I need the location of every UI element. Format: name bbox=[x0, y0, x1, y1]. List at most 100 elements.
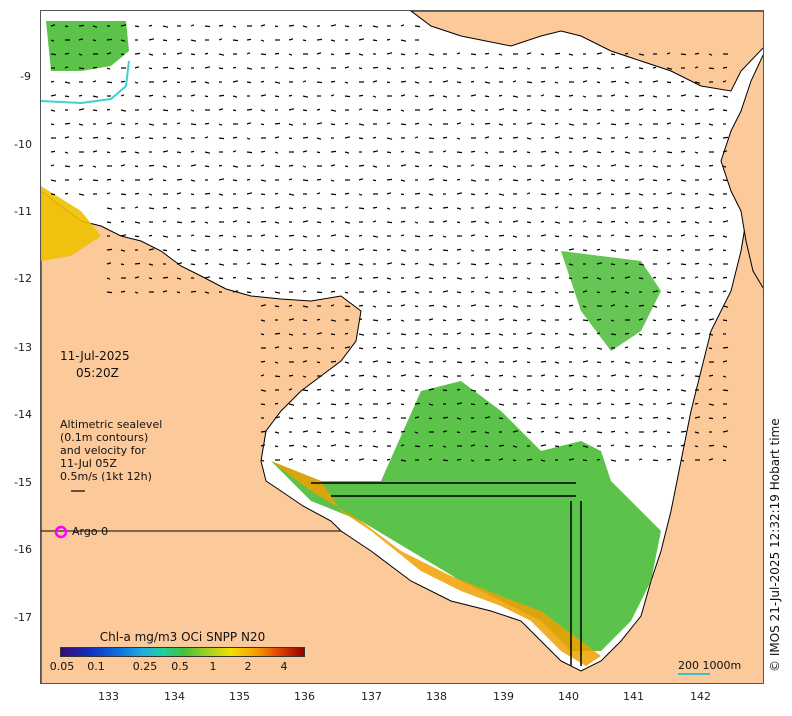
velocity-arrow bbox=[358, 374, 365, 377]
velocity-arrow bbox=[428, 458, 433, 461]
velocity-arrow bbox=[666, 318, 673, 321]
velocity-arrow bbox=[652, 305, 658, 308]
velocity-arrow bbox=[372, 109, 379, 112]
velocity-arrow bbox=[666, 458, 672, 461]
velocity-arrow bbox=[582, 290, 588, 293]
velocity-arrow bbox=[106, 151, 111, 154]
velocity-arrow bbox=[120, 80, 126, 83]
velocity-arrow bbox=[232, 66, 237, 69]
velocity-arrow bbox=[64, 151, 69, 154]
velocity-arrow bbox=[344, 66, 350, 69]
velocity-arrow bbox=[106, 81, 113, 84]
velocity-arrow bbox=[470, 179, 477, 182]
velocity-arrow bbox=[78, 178, 83, 181]
velocity-arrow bbox=[190, 220, 196, 223]
velocity-arrow bbox=[554, 375, 559, 378]
velocity-arrow bbox=[386, 192, 392, 195]
map-frame[interactable] bbox=[40, 10, 764, 684]
velocity-arrow bbox=[358, 263, 364, 266]
map-canvas[interactable] bbox=[41, 11, 764, 684]
velocity-arrow bbox=[582, 66, 589, 69]
colorbar-tick: 4 bbox=[280, 660, 288, 673]
velocity-arrow bbox=[638, 123, 643, 126]
velocity-arrow bbox=[554, 262, 561, 265]
velocity-arrow bbox=[512, 375, 517, 378]
velocity-arrow bbox=[78, 108, 85, 111]
velocity-arrow bbox=[358, 388, 364, 391]
velocity-arrow bbox=[176, 207, 181, 210]
velocity-arrow bbox=[372, 235, 379, 238]
velocity-arrow bbox=[624, 165, 630, 168]
velocity-arrow bbox=[260, 389, 267, 392]
velocity-arrow bbox=[302, 80, 307, 83]
velocity-arrow bbox=[386, 52, 393, 55]
velocity-arrow bbox=[582, 95, 587, 98]
velocity-arrow bbox=[302, 25, 308, 28]
velocity-arrow bbox=[106, 67, 111, 70]
velocity-arrow bbox=[442, 179, 448, 182]
velocity-arrow bbox=[120, 24, 127, 27]
velocity-arrow bbox=[288, 417, 294, 420]
velocity-arrow bbox=[134, 235, 140, 238]
velocity-arrow bbox=[302, 165, 307, 168]
velocity-arrow bbox=[470, 403, 476, 406]
velocity-arrow bbox=[582, 346, 587, 349]
velocity-arrow bbox=[134, 66, 140, 69]
velocity-arrow bbox=[610, 403, 615, 406]
velocity-arrow bbox=[344, 291, 349, 294]
velocity-arrow bbox=[666, 52, 671, 55]
velocity-arrow bbox=[596, 332, 601, 335]
velocity-arrow bbox=[624, 361, 631, 364]
velocity-arrow bbox=[652, 459, 659, 462]
velocity-arrow bbox=[470, 430, 477, 433]
velocity-arrow bbox=[722, 179, 729, 182]
velocity-arrow bbox=[652, 290, 659, 293]
velocity-arrow bbox=[708, 164, 714, 167]
velocity-arrow bbox=[330, 263, 335, 266]
velocity-arrow bbox=[680, 123, 685, 126]
velocity-arrow bbox=[694, 206, 701, 209]
velocity-arrow bbox=[456, 192, 463, 195]
velocity-arrow bbox=[400, 333, 407, 336]
velocity-arrow bbox=[414, 276, 421, 279]
velocity-arrow bbox=[344, 136, 351, 139]
velocity-arrow bbox=[386, 277, 392, 280]
velocity-arrow bbox=[722, 305, 729, 308]
velocity-arrow bbox=[708, 374, 714, 377]
velocity-arrow bbox=[78, 67, 85, 70]
velocity-arrow bbox=[316, 122, 323, 125]
velocity-arrow bbox=[442, 445, 447, 448]
velocity-arrow bbox=[316, 318, 321, 321]
velocity-arrow bbox=[722, 249, 727, 252]
velocity-arrow bbox=[274, 332, 281, 335]
velocity-arrow bbox=[610, 360, 615, 363]
velocity-arrow bbox=[134, 151, 140, 154]
velocity-arrow bbox=[540, 150, 547, 153]
velocity-arrow bbox=[428, 178, 435, 181]
colorbar-tick: 0.5 bbox=[171, 660, 189, 673]
velocity-arrow bbox=[666, 248, 672, 251]
velocity-arrow bbox=[666, 277, 673, 280]
velocity-arrow bbox=[610, 179, 616, 182]
velocity-arrow bbox=[190, 234, 195, 237]
velocity-arrow bbox=[680, 164, 685, 167]
velocity-arrow bbox=[526, 137, 532, 140]
velocity-arrow bbox=[498, 94, 503, 97]
velocity-arrow bbox=[302, 319, 308, 322]
velocity-arrow bbox=[344, 416, 349, 419]
velocity-arrow bbox=[120, 249, 126, 252]
velocity-arrow bbox=[386, 361, 392, 364]
velocity-arrow bbox=[568, 67, 573, 70]
velocity-arrow bbox=[708, 318, 715, 321]
velocity-arrow bbox=[64, 136, 70, 139]
velocity-arrow bbox=[596, 417, 601, 420]
velocity-arrow bbox=[218, 193, 224, 196]
velocity-arrow bbox=[708, 277, 715, 280]
velocity-arrow bbox=[344, 52, 351, 55]
velocity-arrow bbox=[134, 25, 140, 28]
velocity-arrow bbox=[526, 67, 531, 70]
velocity-arrow bbox=[498, 458, 504, 461]
velocity-arrow bbox=[400, 319, 405, 322]
velocity-arrow bbox=[652, 445, 657, 448]
velocity-arrow bbox=[92, 95, 99, 98]
